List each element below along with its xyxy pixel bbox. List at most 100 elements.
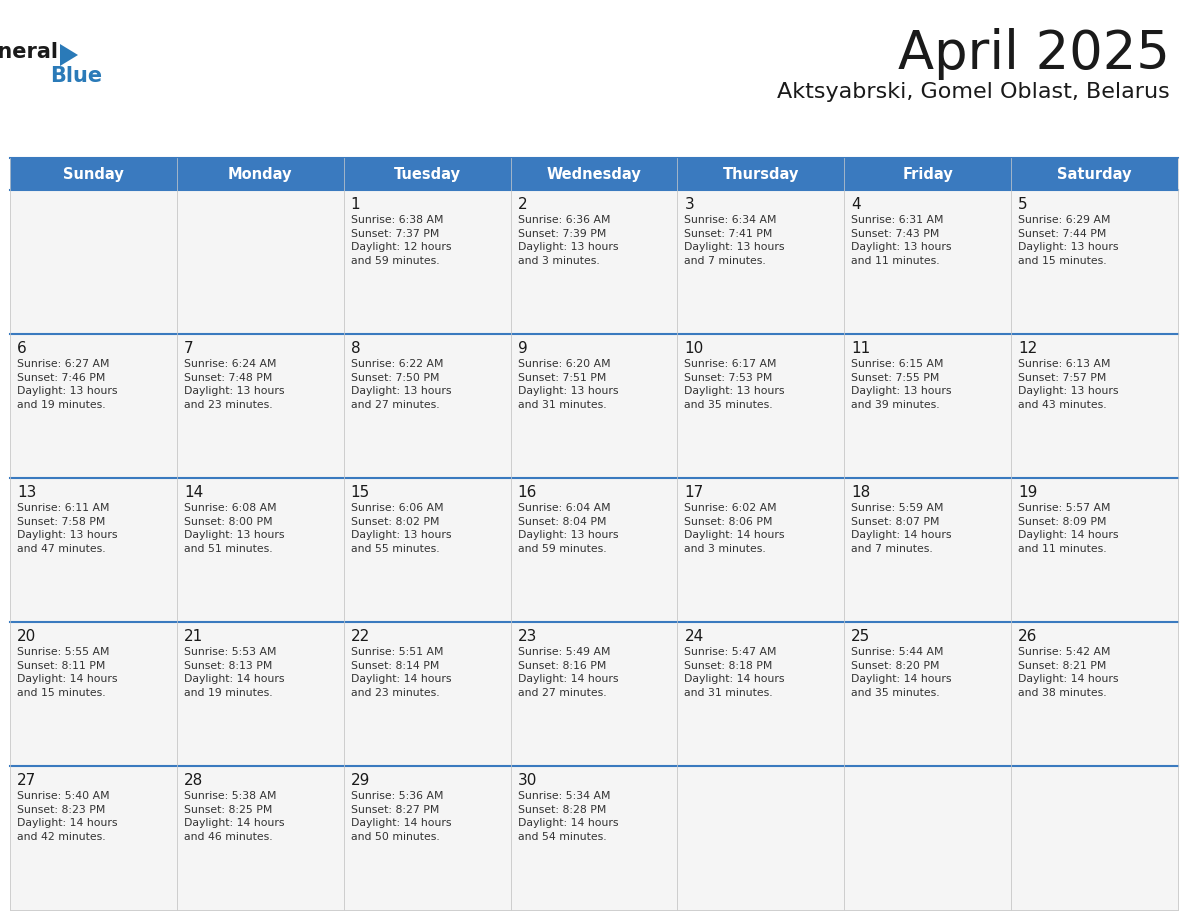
Bar xyxy=(677,190,845,334)
Text: Sunrise: 5:34 AM
Sunset: 8:28 PM
Daylight: 14 hours
and 54 minutes.: Sunrise: 5:34 AM Sunset: 8:28 PM Dayligh… xyxy=(518,791,618,842)
Text: Sunrise: 5:40 AM
Sunset: 8:23 PM
Daylight: 14 hours
and 42 minutes.: Sunrise: 5:40 AM Sunset: 8:23 PM Dayligh… xyxy=(17,791,118,842)
Text: Sunrise: 6:31 AM
Sunset: 7:43 PM
Daylight: 13 hours
and 11 minutes.: Sunrise: 6:31 AM Sunset: 7:43 PM Dayligh… xyxy=(852,215,952,266)
Text: Friday: Friday xyxy=(903,166,953,182)
Text: 5: 5 xyxy=(1018,197,1028,212)
Bar xyxy=(10,622,177,766)
Bar xyxy=(343,334,511,478)
Text: Blue: Blue xyxy=(50,66,102,86)
Bar xyxy=(845,478,1011,622)
Bar xyxy=(177,190,343,334)
Text: 14: 14 xyxy=(184,485,203,500)
Bar xyxy=(511,622,677,766)
Text: 15: 15 xyxy=(350,485,369,500)
Text: 18: 18 xyxy=(852,485,871,500)
Text: Sunrise: 6:13 AM
Sunset: 7:57 PM
Daylight: 13 hours
and 43 minutes.: Sunrise: 6:13 AM Sunset: 7:57 PM Dayligh… xyxy=(1018,359,1119,409)
Text: 10: 10 xyxy=(684,341,703,356)
Text: 4: 4 xyxy=(852,197,861,212)
Text: 25: 25 xyxy=(852,629,871,644)
Text: 17: 17 xyxy=(684,485,703,500)
Bar xyxy=(845,766,1011,910)
Bar xyxy=(1011,622,1178,766)
Text: 23: 23 xyxy=(518,629,537,644)
Polygon shape xyxy=(61,44,78,66)
Bar xyxy=(343,478,511,622)
Text: Sunrise: 6:02 AM
Sunset: 8:06 PM
Daylight: 14 hours
and 3 minutes.: Sunrise: 6:02 AM Sunset: 8:06 PM Dayligh… xyxy=(684,503,785,554)
Bar xyxy=(1011,334,1178,478)
Text: 7: 7 xyxy=(184,341,194,356)
Text: Sunrise: 5:47 AM
Sunset: 8:18 PM
Daylight: 14 hours
and 31 minutes.: Sunrise: 5:47 AM Sunset: 8:18 PM Dayligh… xyxy=(684,647,785,698)
Text: 2: 2 xyxy=(518,197,527,212)
Text: 8: 8 xyxy=(350,341,360,356)
Text: April 2025: April 2025 xyxy=(898,28,1170,80)
Text: Sunrise: 6:38 AM
Sunset: 7:37 PM
Daylight: 12 hours
and 59 minutes.: Sunrise: 6:38 AM Sunset: 7:37 PM Dayligh… xyxy=(350,215,451,266)
Text: Sunrise: 6:04 AM
Sunset: 8:04 PM
Daylight: 13 hours
and 59 minutes.: Sunrise: 6:04 AM Sunset: 8:04 PM Dayligh… xyxy=(518,503,618,554)
Text: Sunrise: 5:57 AM
Sunset: 8:09 PM
Daylight: 14 hours
and 11 minutes.: Sunrise: 5:57 AM Sunset: 8:09 PM Dayligh… xyxy=(1018,503,1119,554)
Text: Sunday: Sunday xyxy=(63,166,124,182)
Bar xyxy=(177,158,343,190)
Text: Wednesday: Wednesday xyxy=(546,166,642,182)
Bar xyxy=(511,190,677,334)
Text: 13: 13 xyxy=(17,485,37,500)
Text: 24: 24 xyxy=(684,629,703,644)
Bar xyxy=(343,190,511,334)
Bar xyxy=(10,478,177,622)
Text: 1: 1 xyxy=(350,197,360,212)
Text: 29: 29 xyxy=(350,773,371,788)
Bar xyxy=(511,478,677,622)
Text: 21: 21 xyxy=(184,629,203,644)
Bar xyxy=(677,478,845,622)
Text: Sunrise: 5:59 AM
Sunset: 8:07 PM
Daylight: 14 hours
and 7 minutes.: Sunrise: 5:59 AM Sunset: 8:07 PM Dayligh… xyxy=(852,503,952,554)
Bar xyxy=(177,478,343,622)
Text: General: General xyxy=(0,42,58,62)
Text: Sunrise: 6:11 AM
Sunset: 7:58 PM
Daylight: 13 hours
and 47 minutes.: Sunrise: 6:11 AM Sunset: 7:58 PM Dayligh… xyxy=(17,503,118,554)
Text: 30: 30 xyxy=(518,773,537,788)
Bar xyxy=(1011,478,1178,622)
Text: Sunrise: 6:17 AM
Sunset: 7:53 PM
Daylight: 13 hours
and 35 minutes.: Sunrise: 6:17 AM Sunset: 7:53 PM Dayligh… xyxy=(684,359,785,409)
Bar xyxy=(177,622,343,766)
Text: 28: 28 xyxy=(184,773,203,788)
Text: Sunrise: 6:15 AM
Sunset: 7:55 PM
Daylight: 13 hours
and 39 minutes.: Sunrise: 6:15 AM Sunset: 7:55 PM Dayligh… xyxy=(852,359,952,409)
Bar xyxy=(677,622,845,766)
Text: 22: 22 xyxy=(350,629,369,644)
Text: Sunrise: 5:53 AM
Sunset: 8:13 PM
Daylight: 14 hours
and 19 minutes.: Sunrise: 5:53 AM Sunset: 8:13 PM Dayligh… xyxy=(184,647,284,698)
Text: Sunrise: 5:36 AM
Sunset: 8:27 PM
Daylight: 14 hours
and 50 minutes.: Sunrise: 5:36 AM Sunset: 8:27 PM Dayligh… xyxy=(350,791,451,842)
Text: Sunrise: 6:24 AM
Sunset: 7:48 PM
Daylight: 13 hours
and 23 minutes.: Sunrise: 6:24 AM Sunset: 7:48 PM Dayligh… xyxy=(184,359,284,409)
Bar xyxy=(677,158,845,190)
Text: Saturday: Saturday xyxy=(1057,166,1132,182)
Text: Sunrise: 6:20 AM
Sunset: 7:51 PM
Daylight: 13 hours
and 31 minutes.: Sunrise: 6:20 AM Sunset: 7:51 PM Dayligh… xyxy=(518,359,618,409)
Text: 3: 3 xyxy=(684,197,694,212)
Bar xyxy=(511,158,677,190)
Bar xyxy=(343,766,511,910)
Text: Sunrise: 6:29 AM
Sunset: 7:44 PM
Daylight: 13 hours
and 15 minutes.: Sunrise: 6:29 AM Sunset: 7:44 PM Dayligh… xyxy=(1018,215,1119,266)
Bar xyxy=(511,766,677,910)
Bar xyxy=(845,622,1011,766)
Bar xyxy=(1011,158,1178,190)
Text: 20: 20 xyxy=(17,629,37,644)
Text: Tuesday: Tuesday xyxy=(393,166,461,182)
Text: Sunrise: 5:55 AM
Sunset: 8:11 PM
Daylight: 14 hours
and 15 minutes.: Sunrise: 5:55 AM Sunset: 8:11 PM Dayligh… xyxy=(17,647,118,698)
Bar xyxy=(1011,190,1178,334)
Bar xyxy=(1011,766,1178,910)
Text: 12: 12 xyxy=(1018,341,1037,356)
Bar xyxy=(343,622,511,766)
Text: Aktsyabrski, Gomel Oblast, Belarus: Aktsyabrski, Gomel Oblast, Belarus xyxy=(777,82,1170,102)
Bar xyxy=(677,334,845,478)
Text: Sunrise: 5:51 AM
Sunset: 8:14 PM
Daylight: 14 hours
and 23 minutes.: Sunrise: 5:51 AM Sunset: 8:14 PM Dayligh… xyxy=(350,647,451,698)
Text: Sunrise: 6:06 AM
Sunset: 8:02 PM
Daylight: 13 hours
and 55 minutes.: Sunrise: 6:06 AM Sunset: 8:02 PM Dayligh… xyxy=(350,503,451,554)
Bar xyxy=(845,334,1011,478)
Text: Sunrise: 5:38 AM
Sunset: 8:25 PM
Daylight: 14 hours
and 46 minutes.: Sunrise: 5:38 AM Sunset: 8:25 PM Dayligh… xyxy=(184,791,284,842)
Text: 16: 16 xyxy=(518,485,537,500)
Bar xyxy=(343,158,511,190)
Text: 19: 19 xyxy=(1018,485,1037,500)
Bar xyxy=(10,158,177,190)
Bar xyxy=(10,334,177,478)
Text: Sunrise: 6:34 AM
Sunset: 7:41 PM
Daylight: 13 hours
and 7 minutes.: Sunrise: 6:34 AM Sunset: 7:41 PM Dayligh… xyxy=(684,215,785,266)
Text: Sunrise: 5:42 AM
Sunset: 8:21 PM
Daylight: 14 hours
and 38 minutes.: Sunrise: 5:42 AM Sunset: 8:21 PM Dayligh… xyxy=(1018,647,1119,698)
Bar xyxy=(177,766,343,910)
Bar xyxy=(511,334,677,478)
Bar xyxy=(845,190,1011,334)
Text: 26: 26 xyxy=(1018,629,1037,644)
Bar xyxy=(677,766,845,910)
Bar xyxy=(177,334,343,478)
Text: 9: 9 xyxy=(518,341,527,356)
